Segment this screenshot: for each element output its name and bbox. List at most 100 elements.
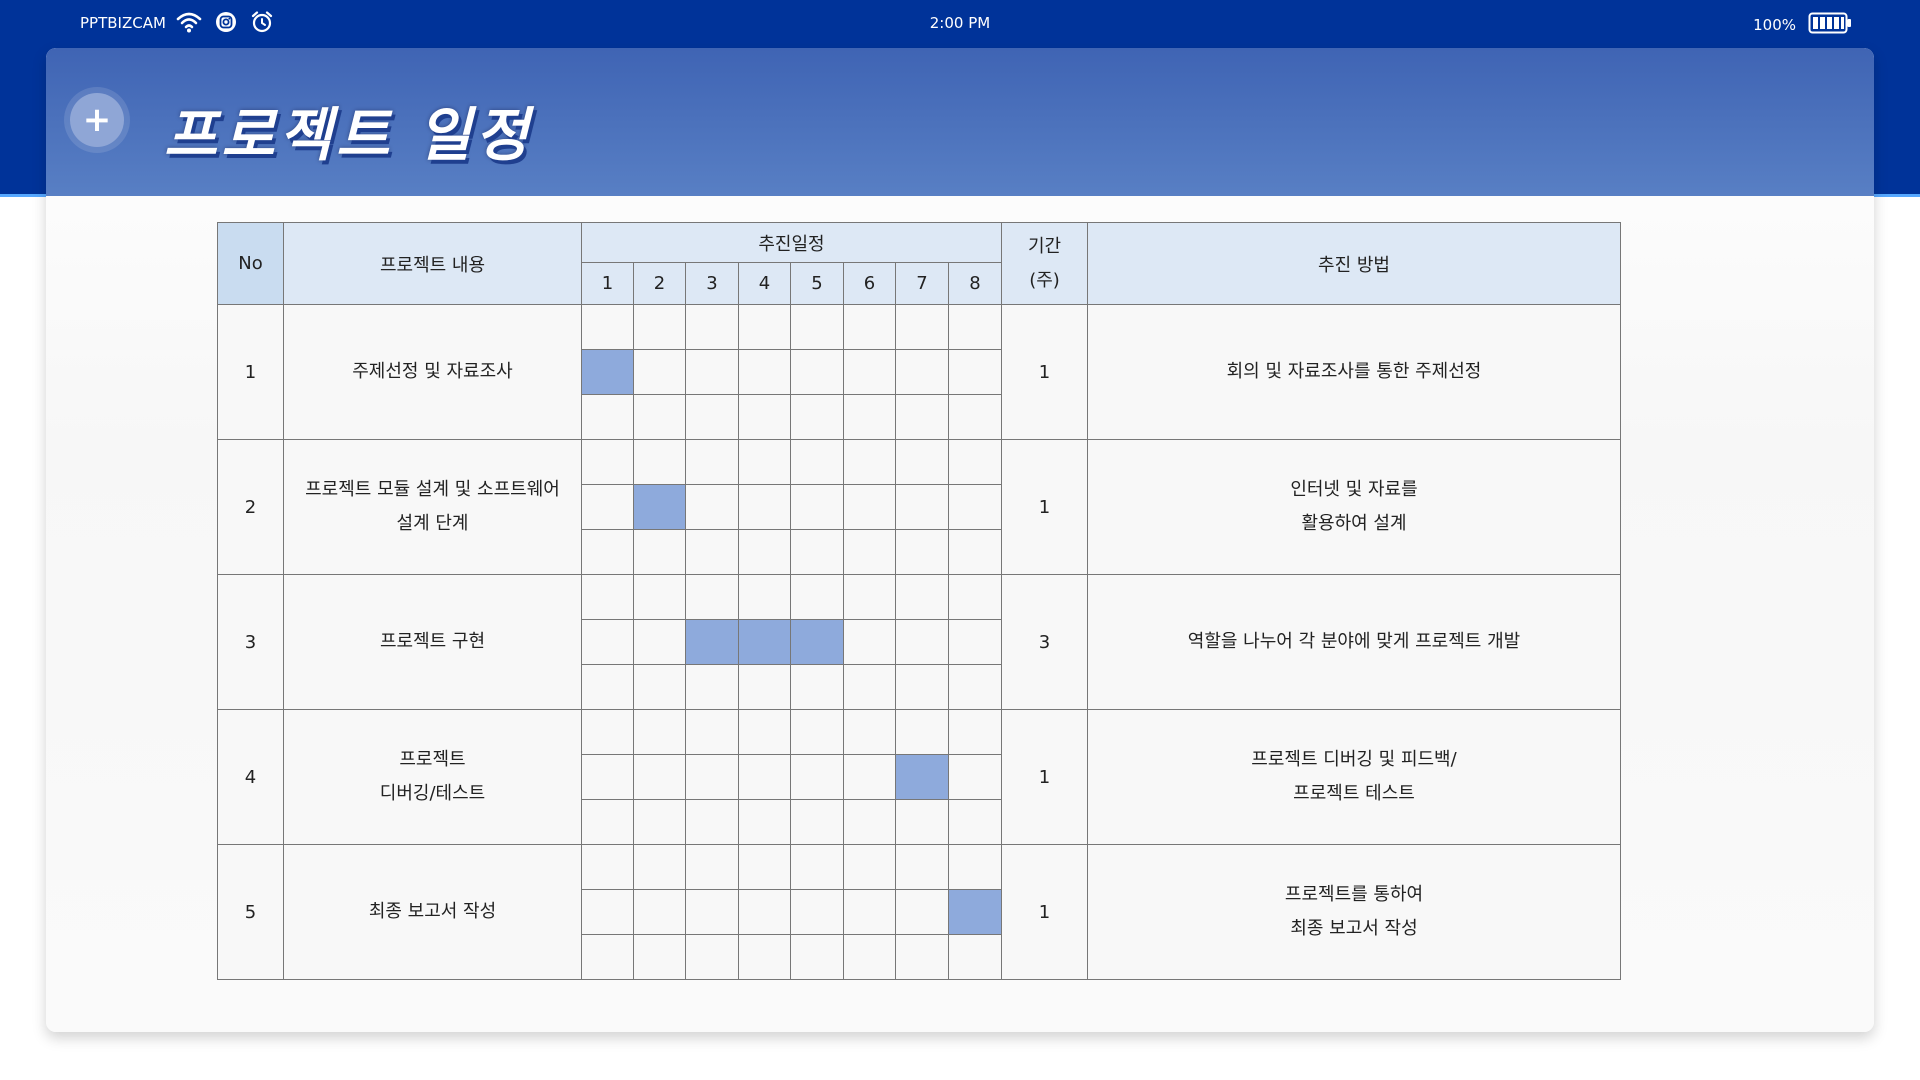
gantt-cell	[790, 349, 844, 395]
gantt-cell	[633, 754, 686, 800]
row-method: 프로젝트 디버깅 및 피드백/프로젝트 테스트	[1087, 709, 1621, 845]
gantt-cell	[685, 889, 739, 935]
gantt-cell	[790, 844, 844, 890]
gantt-cell	[895, 709, 949, 755]
row-method-line: 역할을 나누어 각 분야에 맞게 프로젝트 개발	[1187, 631, 1521, 652]
gantt-cell	[581, 529, 634, 575]
row-method-line: 회의 및 자료조사를 통한 주제선정	[1226, 361, 1482, 382]
table-row	[218, 349, 1621, 395]
gantt-cell	[843, 799, 896, 845]
gantt-bar-cell	[581, 349, 634, 395]
row-content-line: 주제선정 및 자료조사	[352, 361, 513, 382]
schedule-body: 1 주제선정 및 자료조사 1 회의 및 자료조사를 통한 주제선정 2 프로젝트 모듈 …	[217, 304, 1621, 980]
gantt-cell	[738, 844, 791, 890]
gantt-cell	[738, 484, 791, 530]
gantt-cell	[948, 754, 1002, 800]
gantt-cell	[738, 664, 791, 710]
gantt-bar-cell	[895, 754, 949, 800]
instagram-icon	[214, 10, 238, 38]
header-week-3: 3	[685, 262, 739, 305]
table-row: 1 주제선정 및 자료조사 1 회의 및 자료조사를 통한 주제선정	[217, 304, 1621, 440]
gantt-cell	[581, 439, 634, 485]
row-number: 4	[217, 709, 284, 845]
gantt-cell	[895, 394, 949, 440]
gantt-cell	[738, 709, 791, 755]
gantt-cell	[790, 754, 844, 800]
table-row: 2 프로젝트 모듈 설계 및 소프트웨어 설계 단계 1 인터넷 및 자료를 활용하여 설…	[217, 439, 1621, 575]
status-carrier: PPTBIZCAM	[80, 14, 166, 32]
gantt-cell	[895, 484, 949, 530]
gantt-cell	[581, 484, 634, 530]
gantt-cell	[895, 934, 949, 980]
row-number: 5	[217, 844, 284, 980]
header-duration-line1: 기간	[1027, 235, 1062, 257]
row-content-line: 설계 단계	[396, 513, 469, 534]
gantt-cell	[895, 799, 949, 845]
gantt-cell	[790, 709, 844, 755]
gantt-cell	[843, 439, 896, 485]
gantt-cell	[738, 394, 791, 440]
gantt-cell	[843, 529, 896, 575]
table-row: 3 프로젝트 구현 3 역할을 나누어 각 분야에 맞게 프로젝트 개발	[217, 574, 1621, 710]
gantt-cell	[633, 709, 686, 755]
gantt-cell	[843, 889, 896, 935]
gantt-cell	[843, 394, 896, 440]
gantt-bar-cell	[948, 889, 1002, 935]
gantt-cell	[581, 934, 634, 980]
row-method-line: 프로젝트 테스트	[1293, 783, 1415, 804]
gantt-bar-cell	[790, 619, 844, 665]
gantt-cell	[790, 484, 844, 530]
gantt-cell	[633, 574, 686, 620]
row-number: 1	[217, 304, 284, 440]
row-duration: 1	[1001, 439, 1088, 575]
wifi-icon	[176, 11, 202, 37]
gantt-cell	[843, 574, 896, 620]
row-number: 2	[217, 439, 284, 575]
slide-header: + 프로젝트 일정	[46, 48, 1874, 196]
row-content-line: 디버깅/테스트	[379, 783, 486, 804]
gantt-cell	[633, 304, 686, 350]
gantt-cell	[948, 529, 1002, 575]
gantt-cell	[738, 889, 791, 935]
row-method: 역할을 나누어 각 분야에 맞게 프로젝트 개발	[1087, 574, 1621, 710]
header-week-4: 4	[738, 262, 791, 305]
row-method: 인터넷 및 자료를 활용하여 설계	[1087, 439, 1621, 575]
status-time: 2:00 PM	[929, 14, 991, 32]
gantt-cell	[843, 349, 896, 395]
gantt-cell	[948, 619, 1002, 665]
row-content-line: 최종 보고서 작성	[368, 901, 497, 922]
gantt-cell	[685, 304, 739, 350]
gantt-cell	[581, 799, 634, 845]
gantt-cell	[633, 799, 686, 845]
status-icons	[176, 10, 274, 38]
gantt-cell	[685, 349, 739, 395]
gantt-cell	[581, 574, 634, 620]
table-row	[218, 934, 1621, 980]
gantt-cell	[581, 889, 634, 935]
row-method-line: 인터넷 및 자료를	[1290, 479, 1418, 500]
gantt-cell	[581, 664, 634, 710]
gantt-cell	[685, 934, 739, 980]
add-button[interactable]: +	[70, 93, 124, 147]
row-method: 회의 및 자료조사를 통한 주제선정	[1087, 304, 1621, 440]
gantt-cell	[948, 664, 1002, 710]
gantt-cell	[790, 394, 844, 440]
gantt-cell	[895, 574, 949, 620]
row-number: 3	[217, 574, 284, 710]
header-week-2: 2	[633, 262, 686, 305]
header-no: No	[217, 222, 284, 305]
header-content: 프로젝트 내용	[283, 222, 582, 305]
gantt-cell	[948, 484, 1002, 530]
header-schedule: 추진일정	[581, 222, 1002, 263]
gantt-cell	[948, 709, 1002, 755]
header-week-7: 7	[895, 262, 949, 305]
gantt-cell	[738, 799, 791, 845]
gantt-cell	[790, 934, 844, 980]
table-row	[218, 394, 1621, 440]
gantt-cell	[738, 934, 791, 980]
row-duration: 1	[1001, 844, 1088, 980]
gantt-cell	[895, 844, 949, 890]
gantt-cell	[790, 439, 844, 485]
gantt-cell	[895, 439, 949, 485]
gantt-cell	[948, 574, 1002, 620]
